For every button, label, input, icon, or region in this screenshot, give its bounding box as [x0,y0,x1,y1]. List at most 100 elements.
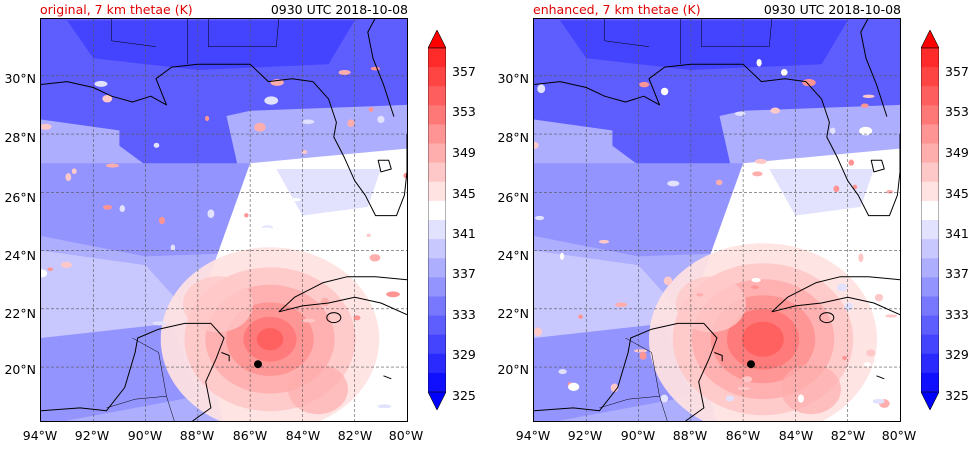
convective-cell [347,119,355,128]
lon-label: 92°W [74,428,110,443]
convective-cell [874,293,884,302]
convective-cell [41,123,52,130]
mexico-state-border [132,337,175,421]
lat-label: 30°N [497,71,529,86]
convective-cell [368,107,374,112]
isla-de-la-juventud [326,312,342,324]
lon-label: 84°W [285,428,321,443]
colorbar-over-arrow [921,30,939,49]
convective-cell [858,253,864,263]
lon-label: 88°W [672,428,708,443]
graticule [534,19,900,421]
convective-cell [320,297,330,307]
colorbar-level [428,124,446,144]
colorbar-level [428,296,446,316]
convective-cell [770,107,781,114]
convective-cell [859,126,873,136]
convective-cell [534,141,539,149]
thetae-map-original [40,18,408,422]
convective-cell [254,122,266,132]
convective-cell [264,96,279,105]
convective-cell [369,254,381,262]
convective-cell [725,395,735,402]
convective-cell [886,189,894,194]
colorbar-level [428,48,446,68]
lat-label: 20°N [497,362,529,377]
convective-cell [152,321,167,326]
colorbar-level [921,258,939,278]
coastlines [534,19,900,421]
colorbar-label: 325 [452,388,476,403]
convective-cell [105,163,120,168]
lat-label: 28°N [4,130,36,145]
convective-cell [534,327,542,337]
lon-label: 86°W [232,428,268,443]
colorbar-level [428,67,446,87]
colorbar-level [921,353,939,374]
lake-okeechobee [377,159,392,173]
colorbar-label: 337 [452,266,476,281]
field-region [119,104,238,175]
convective-cell [568,382,580,391]
field-region [41,250,198,338]
isla-de-la-juventud [819,312,835,324]
convective-cell [302,119,315,125]
convective-cell [639,81,650,88]
colorbar-label: 341 [452,226,476,241]
colorbar-level [921,296,939,316]
colorbar-level [428,353,446,374]
cuba-south-coast [278,296,407,316]
cuba-north-coast [278,276,407,313]
panel-title: enhanced, 7 km thetae (K) [533,2,701,17]
convective-cell [862,94,875,98]
panel-title: original, 7 km thetae (K) [40,2,193,17]
state-border [701,19,773,47]
colorbar-label: 357 [945,64,969,79]
thetae-field [41,19,407,421]
convective-cell [663,90,669,94]
florida-gulf-coast [41,63,407,217]
colorbar-level [428,143,446,164]
convective-cell [802,79,816,87]
colorbar [921,30,939,410]
colorbar-label: 357 [452,64,476,79]
convective-cell [614,302,628,308]
convective-cell [578,314,583,319]
lon-label: 90°W [620,428,656,443]
state-border [208,19,280,47]
colorbar-frame [428,47,446,393]
lon-label: 82°W [830,428,866,443]
colorbar-level [921,67,939,87]
convective-cell [860,103,869,108]
convective-cell [288,197,301,202]
cozumel [221,352,230,362]
florida-gulf-coast [534,63,900,217]
convective-cell [71,168,77,175]
colorbar-level [428,200,446,221]
convective-cell [756,59,762,67]
convective-cell [833,185,840,193]
lake-okeechobee [870,159,885,173]
convective-cell [377,404,392,409]
convective-cell [370,66,381,71]
convective-cell [660,394,669,403]
colorbar-level [921,105,939,125]
colorbar-label: 329 [452,347,476,362]
cozumel [714,352,723,362]
colorbar-level [428,220,446,240]
lat-label: 24°N [4,248,36,263]
field-region [612,104,731,175]
colorbar-level [921,277,939,297]
colorbar-label: 345 [452,186,476,201]
colorbar-level [428,239,446,259]
convective-cell [366,233,371,237]
convective-cell [751,277,761,283]
lon-label: 92°W [567,428,603,443]
mexico-state-border [625,337,668,421]
convective-cell [102,94,113,103]
colorbar-level [921,162,939,183]
field-region [41,323,198,421]
colorbar-level [428,372,446,393]
storm-center-marker [746,360,755,369]
convective-cell [842,355,847,361]
